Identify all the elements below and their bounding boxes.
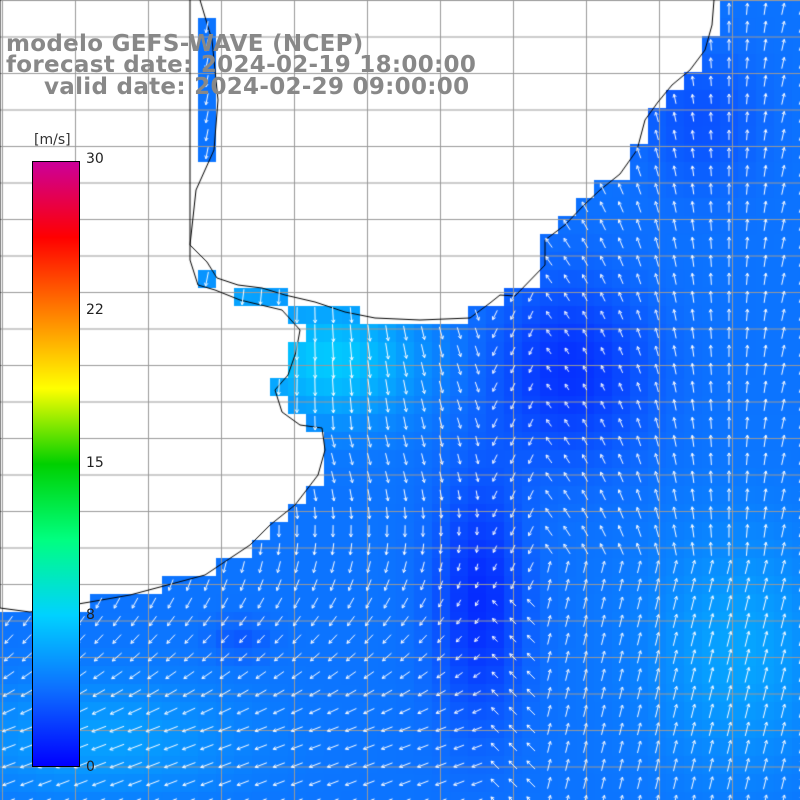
colorbar-tick: 0 [86, 759, 95, 775]
colorbar-tick: 22 [86, 302, 104, 318]
forecast-date: forecast date: 2024-02-19 18:00:00 [6, 52, 477, 78]
colorbar-units: [m/s] [34, 132, 71, 148]
colorbar-tick: 8 [86, 607, 95, 623]
model-title: modelo GEFS-WAVE (NCEP) [6, 31, 364, 57]
colorbar-tick: 30 [86, 151, 104, 167]
colorbar [32, 161, 80, 767]
colorbar-tick: 15 [86, 455, 104, 471]
valid-date: valid date: 2024-02-29 09:00:00 [44, 74, 470, 100]
